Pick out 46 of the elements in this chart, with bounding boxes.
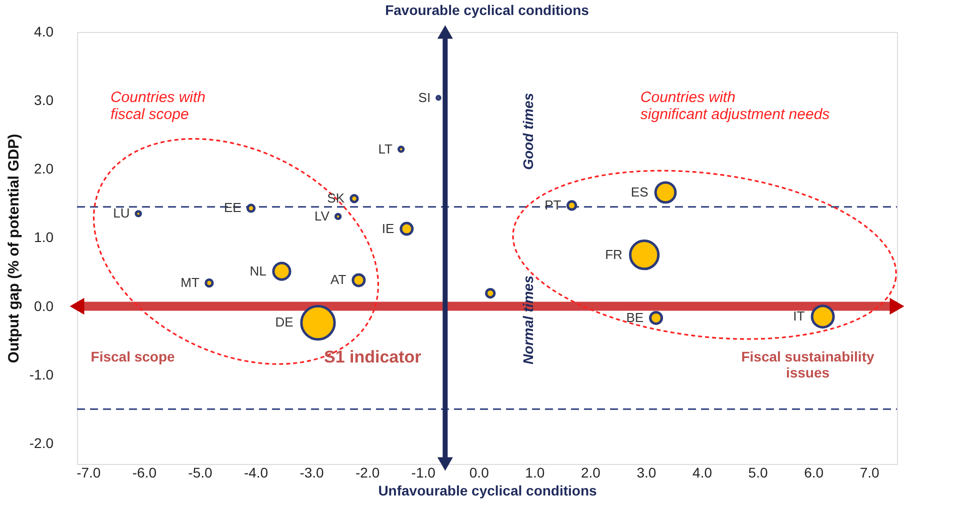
- series-label: BE: [626, 310, 644, 325]
- series-label: LT: [378, 141, 392, 156]
- series-label: SI: [418, 90, 431, 105]
- y-tick-label: 3.0: [34, 92, 54, 108]
- annotation: Fiscal scope: [90, 348, 176, 365]
- y-tick-label: -1.0: [29, 366, 54, 382]
- series-label: ES: [630, 184, 649, 200]
- x-tick-label: -3.0: [300, 464, 324, 480]
- annotation: Fiscal sustainability issues: [741, 348, 874, 381]
- x-axis-title: Unfavourable cyclical conditions: [378, 482, 598, 498]
- y-tick-label: 2.0: [34, 160, 54, 177]
- series-label: AT: [330, 272, 346, 288]
- x-tick-label: -2.0: [356, 464, 380, 480]
- x-tick-label: -1.0: [411, 464, 436, 480]
- x-tick-label: 0.0: [469, 464, 490, 480]
- annotation: Countries with fiscal scope: [110, 89, 206, 124]
- y-tick-label: -2.0: [29, 434, 54, 451]
- x-tick-label: 6.0: [804, 464, 824, 480]
- y-tick-label: 1.0: [34, 229, 54, 246]
- series-label: DE: [275, 314, 294, 330]
- chart-title: Favourable cyclical conditions: [385, 2, 590, 18]
- series-label: NL: [250, 263, 266, 278]
- series-label: IE: [382, 220, 395, 236]
- series-label: MT: [180, 274, 200, 290]
- x-tick-label: -4.0: [244, 464, 268, 480]
- series-label: IT: [793, 308, 805, 324]
- x-tick-label: -5.0: [188, 464, 212, 480]
- x-tick-label: 7.0: [860, 464, 880, 480]
- series-label: FR: [605, 246, 622, 262]
- y-tick-label: 4.0: [34, 24, 54, 40]
- x-tick-label: 1.0: [525, 464, 545, 480]
- x-tick-label: 3.0: [636, 464, 656, 480]
- series-label: LV: [314, 208, 330, 224]
- annotation: Normal times: [520, 275, 536, 364]
- y-tick-label: 0.0: [34, 298, 54, 314]
- x-tick-label: -6.0: [132, 464, 157, 480]
- annotation: Countries with significant adjustment needs: [640, 89, 830, 124]
- annotation: Good times: [520, 92, 536, 170]
- series-label: SK: [327, 190, 345, 206]
- y-axis-title: Output gap (% of potential GDP): [5, 134, 22, 364]
- x-tick-label: 4.0: [692, 464, 712, 480]
- x-tick-label: 2.0: [580, 464, 601, 480]
- series-label: LU: [113, 206, 130, 221]
- x-tick-label: -7.0: [76, 464, 101, 480]
- annotation: S1 indicator: [324, 348, 422, 367]
- x-tick-label: 5.0: [748, 464, 768, 480]
